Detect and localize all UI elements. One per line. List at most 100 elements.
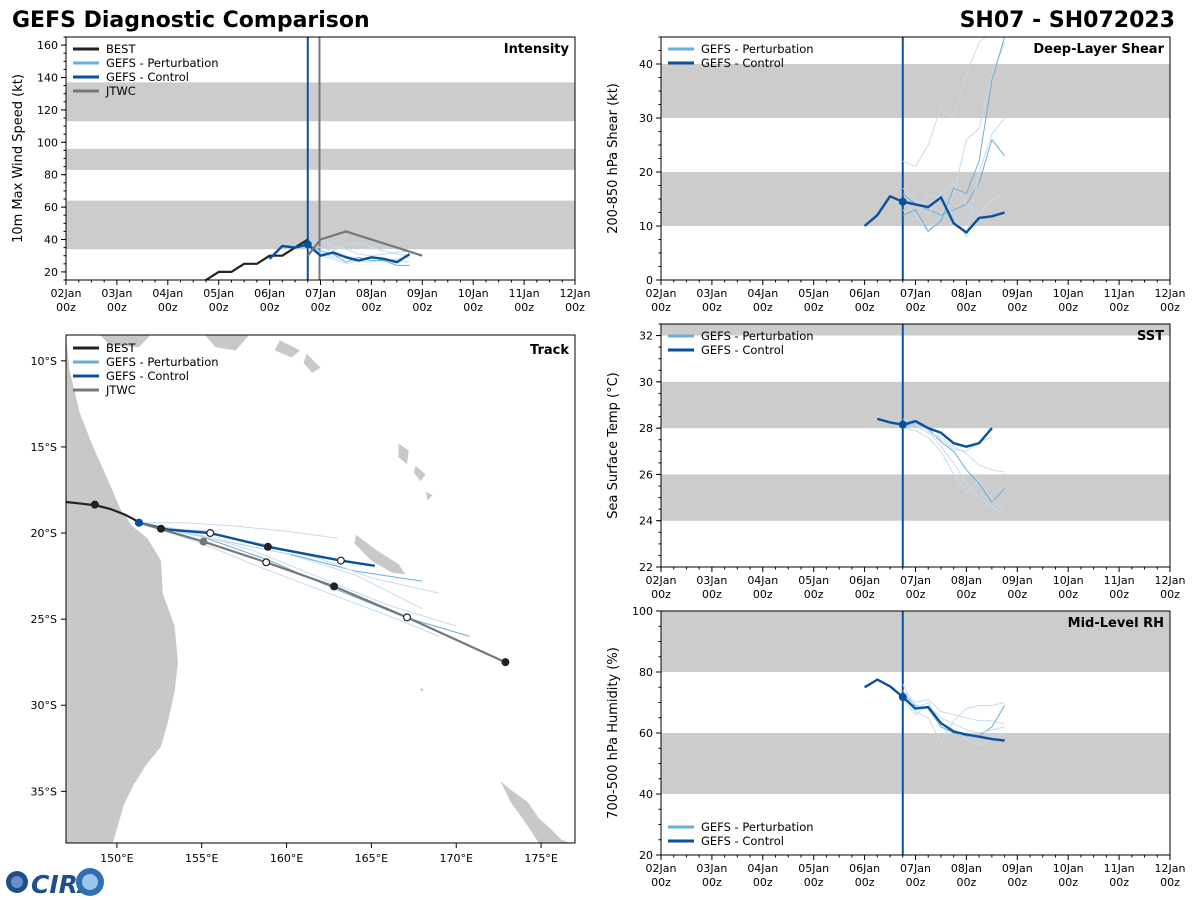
track-point bbox=[134, 518, 143, 527]
land-vanuatu bbox=[425, 491, 433, 501]
perturbation-line bbox=[902, 699, 1005, 734]
y-tick-label: 25°S bbox=[31, 613, 57, 626]
y-tick-label: 140 bbox=[37, 72, 58, 85]
track-point bbox=[199, 537, 208, 546]
x-tick-label: 02Jan bbox=[646, 574, 677, 587]
y-axis-label: 10m Max Wind Speed (kt) bbox=[11, 74, 26, 243]
x-tick-label: 00z bbox=[957, 301, 977, 314]
perturbation-line bbox=[307, 243, 410, 266]
shaded-bands bbox=[661, 64, 1170, 226]
land-vanuatu bbox=[398, 443, 409, 465]
x-tick-label: 165°E bbox=[355, 852, 388, 865]
x-tick-label: 10Jan bbox=[1053, 862, 1084, 875]
y-tick-label: 40 bbox=[639, 58, 653, 71]
shaded-band bbox=[66, 200, 575, 250]
shaded-band bbox=[661, 733, 1170, 794]
x-tick-label: 04Jan bbox=[747, 287, 778, 300]
y-tick-label: 30°S bbox=[31, 699, 57, 712]
legend-label: GEFS - Perturbation bbox=[701, 329, 814, 343]
track-panel: 150°E 155°E 160°E 165°E 170°E 175°E 10°S 15°S 20… bbox=[31, 334, 576, 865]
x-tick-label: 10Jan bbox=[458, 287, 489, 300]
x-tick-label: 00z bbox=[158, 301, 178, 314]
x-tick-label: 00z bbox=[906, 588, 926, 601]
figure-title: GEFS Diagnostic Comparison bbox=[12, 8, 370, 33]
x-tick-label: 06Jan bbox=[849, 287, 880, 300]
y-tick-label: 80 bbox=[44, 169, 58, 182]
x-tick-label: 00z bbox=[1160, 588, 1180, 601]
jtwc-track bbox=[138, 521, 506, 664]
y-tick-label: 60 bbox=[44, 201, 58, 214]
y-tick-label: 100 bbox=[632, 605, 653, 618]
x-tick-label: 03Jan bbox=[101, 287, 132, 300]
cira-globe-inner-icon bbox=[11, 876, 23, 888]
track-point bbox=[157, 524, 166, 533]
x-tick-label: 02Jan bbox=[51, 287, 82, 300]
x-tick-label: 12Jan bbox=[560, 287, 591, 300]
x-tick-label: 00z bbox=[1007, 301, 1027, 314]
x-tick-label: 00z bbox=[209, 301, 229, 314]
x-tick-label: 00z bbox=[753, 876, 773, 889]
x-tick-label: 00z bbox=[260, 301, 280, 314]
x-tick-label: 02Jan bbox=[646, 862, 677, 875]
x-tick-label: 170°E bbox=[440, 852, 473, 865]
x-tick-label: 05Jan bbox=[798, 862, 829, 875]
perturbation-track bbox=[138, 522, 440, 637]
x-tick-label: 00z bbox=[855, 876, 875, 889]
x-tick-label: 08Jan bbox=[356, 287, 387, 300]
current-value-marker bbox=[898, 693, 907, 702]
land-png bbox=[99, 335, 151, 348]
legend-label: GEFS - Perturbation bbox=[106, 355, 219, 369]
plot-frame bbox=[660, 323, 1171, 568]
y-tick-label: 20 bbox=[639, 166, 653, 179]
x-tick-label: 00z bbox=[855, 588, 875, 601]
x-tick-label: 12Jan bbox=[1155, 287, 1186, 300]
x-tick-label: 00z bbox=[107, 301, 127, 314]
plot-area bbox=[863, 37, 1006, 280]
x-tick-label: 06Jan bbox=[849, 574, 880, 587]
control-line bbox=[876, 417, 993, 448]
perturbation-track bbox=[138, 522, 423, 610]
perturbation-line bbox=[902, 117, 1005, 238]
x-tick-label: 00z bbox=[804, 301, 824, 314]
x-tick-label: 07Jan bbox=[305, 287, 336, 300]
legend-label: GEFS - Perturbation bbox=[701, 42, 814, 56]
land-norfolk bbox=[420, 688, 424, 692]
y-tick-label: 40 bbox=[44, 234, 58, 247]
y-tick-label: 60 bbox=[639, 727, 653, 740]
x-tick-label: 00z bbox=[1007, 588, 1027, 601]
x-tick-label: 08Jan bbox=[951, 287, 982, 300]
x-tick-label: 00z bbox=[362, 301, 382, 314]
x-tick-label: 00z bbox=[1058, 588, 1078, 601]
land-solomons bbox=[274, 340, 301, 358]
map-area bbox=[66, 335, 570, 843]
y-tick-label: 28 bbox=[639, 422, 653, 435]
x-tick-label: 00z bbox=[957, 588, 977, 601]
x-tick-label: 11Jan bbox=[1104, 287, 1135, 300]
x-tick-label: 00z bbox=[412, 301, 432, 314]
x-tick-label: 00z bbox=[906, 876, 926, 889]
track-point bbox=[336, 556, 345, 565]
shaded-band bbox=[661, 611, 1170, 672]
y-tick-label: 32 bbox=[639, 330, 653, 343]
x-tick-label: 00z bbox=[702, 588, 722, 601]
shaded-band bbox=[66, 148, 575, 170]
y-tick-label: 20 bbox=[44, 266, 58, 279]
x-tick-label: 06Jan bbox=[254, 287, 285, 300]
legend-label: GEFS - Perturbation bbox=[106, 56, 219, 70]
current-value-marker bbox=[303, 240, 312, 249]
x-tick-label: 00z bbox=[1109, 588, 1129, 601]
x-tick-label: 11Jan bbox=[1104, 574, 1135, 587]
x-tick-label: 09Jan bbox=[407, 287, 438, 300]
x-tick-label: 00z bbox=[1058, 876, 1078, 889]
plot-area bbox=[203, 37, 423, 280]
track-point bbox=[501, 658, 510, 667]
legend-label: JTWC bbox=[105, 383, 136, 397]
control-line bbox=[863, 195, 1005, 234]
land-australia bbox=[66, 335, 178, 843]
y-tick-label: 40 bbox=[639, 788, 653, 801]
y-tick-label: 0 bbox=[646, 274, 653, 287]
legend-label: GEFS - Control bbox=[106, 70, 189, 84]
x-tick-label: 155°E bbox=[185, 852, 218, 865]
cira-logo: CIRA bbox=[6, 868, 104, 899]
